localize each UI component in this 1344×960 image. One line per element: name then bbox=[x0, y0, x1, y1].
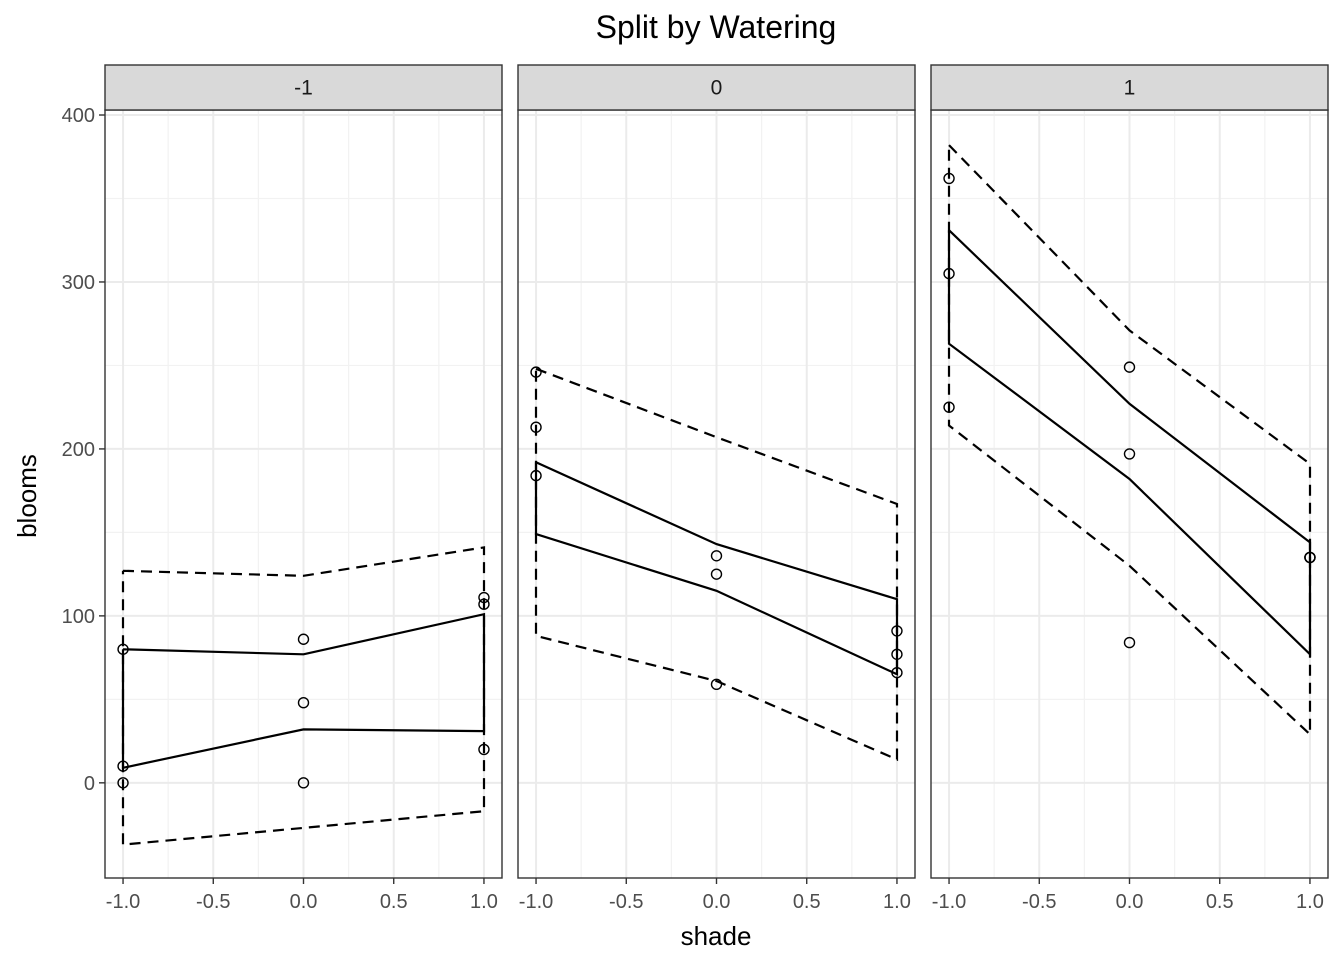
x-tick-label: -1.0 bbox=[519, 891, 553, 913]
facet-panel: 0 bbox=[517, 64, 916, 879]
prediction-interval-band bbox=[947, 144, 1312, 737]
x-tick-label: 0.0 bbox=[1116, 891, 1144, 913]
data-point bbox=[1123, 448, 1136, 460]
x-tick-label: -1.0 bbox=[106, 891, 140, 913]
data-point bbox=[710, 568, 723, 580]
facet-strip-label: -1 bbox=[294, 77, 313, 100]
data-point bbox=[710, 550, 723, 562]
y-tick-label: 0 bbox=[84, 773, 95, 795]
x-tick-label: 1.0 bbox=[1296, 891, 1324, 913]
data-point bbox=[297, 777, 310, 789]
x-tick-label: -0.5 bbox=[196, 891, 230, 913]
facet-panel: 1 bbox=[930, 64, 1329, 879]
x-tick-label: 1.0 bbox=[883, 891, 911, 913]
x-tick-label: 0.0 bbox=[703, 891, 731, 913]
confidence-interval-band bbox=[947, 229, 1312, 657]
data-point bbox=[530, 366, 542, 378]
y-tick-label: 200 bbox=[62, 439, 95, 461]
data-point bbox=[1304, 551, 1316, 564]
data-point bbox=[117, 760, 129, 772]
data-point bbox=[891, 648, 903, 660]
x-tick-label: 0.5 bbox=[380, 891, 408, 913]
data-point bbox=[117, 777, 129, 789]
x-tick-label: -0.5 bbox=[609, 891, 643, 913]
facet-strip-label: 0 bbox=[711, 77, 723, 100]
x-tick-label: 1.0 bbox=[470, 891, 498, 913]
data-point bbox=[1123, 361, 1136, 373]
facet-panels: -1 0 1 bbox=[104, 64, 1329, 879]
data-point bbox=[530, 469, 542, 482]
x-tick-label: -1.0 bbox=[932, 891, 966, 913]
x-tick-label: 0.0 bbox=[290, 891, 318, 913]
prediction-interval-band bbox=[121, 546, 486, 846]
data-point bbox=[710, 678, 723, 691]
x-tick-label: 0.5 bbox=[1206, 891, 1234, 913]
confidence-interval-band bbox=[121, 612, 486, 770]
y-tick-label: 300 bbox=[62, 272, 95, 294]
x-tick-label: -0.5 bbox=[1022, 891, 1056, 913]
y-tick-label: 400 bbox=[62, 105, 95, 127]
data-point bbox=[891, 666, 903, 679]
y-axis-title: blooms bbox=[12, 454, 42, 538]
data-point bbox=[297, 696, 310, 709]
y-tick-label: 100 bbox=[62, 606, 95, 628]
confidence-interval-band bbox=[534, 461, 899, 677]
facet-strip bbox=[104, 64, 503, 111]
y-axis: 0 100 200 300 400 bbox=[62, 105, 105, 795]
data-point bbox=[297, 633, 310, 645]
x-axis-title: shade bbox=[681, 921, 752, 951]
data-point bbox=[943, 172, 955, 185]
data-point bbox=[530, 421, 542, 433]
facet-strip bbox=[517, 64, 916, 111]
facet-strip-label: 1 bbox=[1124, 77, 1136, 100]
data-point bbox=[478, 598, 490, 610]
data-point bbox=[891, 625, 903, 637]
chart-title: Split by Watering bbox=[596, 9, 837, 45]
facet-panel: -1 bbox=[104, 64, 503, 879]
data-point bbox=[943, 267, 955, 280]
data-point bbox=[1123, 636, 1136, 649]
data-point bbox=[117, 643, 129, 655]
prediction-interval-band bbox=[534, 367, 899, 762]
facet-strip bbox=[930, 64, 1329, 111]
x-axes: -1.0 -0.5 0.0 0.5 1.0 -1.0 -0.5 0.0 0.5 1.0 -1.0 -0… bbox=[106, 878, 1324, 913]
data-point bbox=[943, 401, 955, 413]
data-point bbox=[478, 591, 490, 604]
data-point bbox=[478, 743, 490, 756]
x-tick-label: 0.5 bbox=[793, 891, 821, 913]
